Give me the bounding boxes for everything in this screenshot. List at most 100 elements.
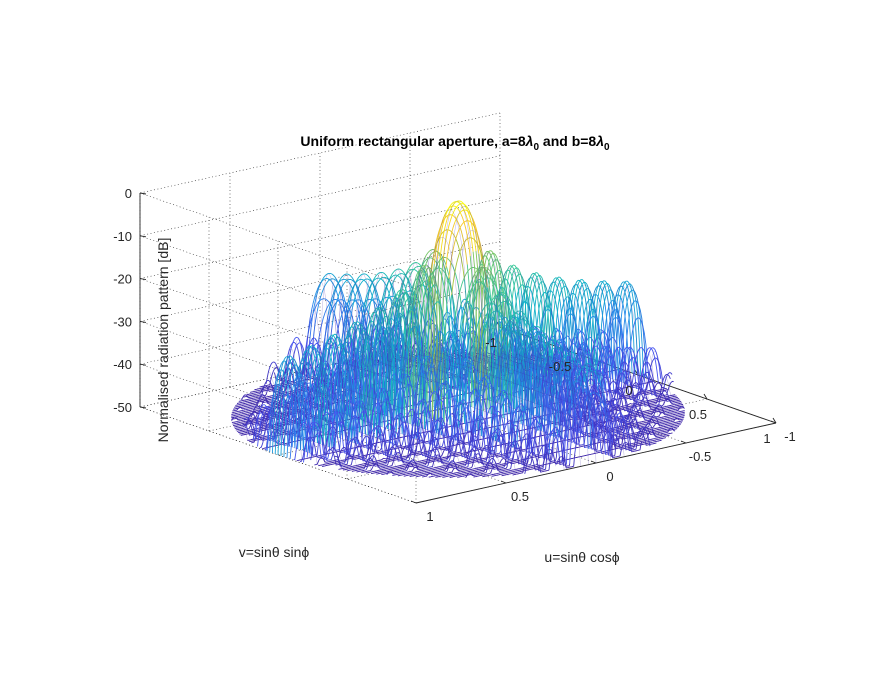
surface-mesh-line: [350, 336, 361, 433]
surface-mesh-line: [326, 299, 329, 302]
surface-mesh-line: [245, 406, 253, 409]
surface-mesh-line: [267, 389, 274, 392]
surface-mesh-line: [523, 301, 533, 323]
surface-mesh-line: [625, 289, 635, 311]
surface-mesh-line: [245, 411, 253, 414]
surface-mesh-line: [331, 333, 342, 351]
surface-mesh-line: [583, 454, 588, 457]
surface-mesh-line: [601, 280, 612, 301]
surface-mesh-line: [391, 289, 402, 317]
surface-mesh-line: [652, 442, 657, 445]
surface-mesh-line: [233, 424, 242, 428]
surface-mesh-line: [240, 394, 247, 400]
surface-mesh-line: [343, 348, 354, 442]
surface-mesh-line: [292, 368, 303, 450]
surface-mesh-line: [376, 306, 387, 323]
surface-mesh-line: [253, 393, 259, 396]
surface-mesh-line: [340, 291, 345, 307]
surface-mesh-line: [258, 394, 266, 402]
surface-mesh-line: [478, 245, 488, 288]
surface-mesh-line: [261, 380, 268, 395]
z-tick-mark: [139, 192, 147, 195]
surface-mesh-line: [355, 286, 363, 308]
surface-mesh-line: [324, 298, 327, 301]
surface-mesh-line: [340, 304, 348, 349]
surface-mesh-line: [257, 419, 266, 423]
surface-mesh-line: [258, 387, 263, 390]
surface-mesh-line: [514, 323, 525, 388]
surface-mesh-line: [254, 389, 259, 392]
surface-mesh-line: [235, 403, 242, 406]
surface-mesh-line: [358, 340, 369, 364]
surface-mesh-line: [258, 399, 266, 408]
surface-mesh-line: [389, 268, 398, 280]
surface-mesh-line: [677, 416, 685, 420]
surface-mesh-line: [588, 345, 598, 371]
surface-mesh-line: [400, 273, 410, 281]
surface-mesh-line: [325, 273, 329, 276]
surface-mesh-line: [322, 275, 326, 280]
surface-mesh-line: [253, 405, 262, 413]
surface-mesh-line: [569, 457, 575, 460]
surface-mesh-line: [259, 423, 270, 449]
y-tick-label: 1: [426, 509, 433, 524]
surface-mesh-line: [604, 283, 615, 304]
surface-mesh-line: [572, 453, 576, 467]
surface-mesh-line: [322, 366, 333, 448]
surface-mesh-line: [348, 278, 355, 283]
surface-mesh-line: [415, 269, 426, 282]
surface-mesh-line: [331, 356, 342, 448]
z-tick-mark: [139, 406, 147, 409]
surface-mesh-line: [343, 370, 354, 391]
surface-mesh-line: [254, 404, 265, 440]
surface-mesh-line: [334, 298, 339, 301]
surface-mesh-line: [281, 430, 291, 434]
surface-mesh-line: [327, 278, 332, 282]
surface-mesh-line: [634, 291, 645, 378]
surface-mesh-line: [540, 309, 551, 330]
surface-mesh-line: [445, 201, 456, 215]
surface-mesh-line: [340, 310, 345, 329]
surface-mesh-line: [424, 307, 435, 430]
surface-mesh-line: [307, 347, 318, 372]
surface-mesh-line: [447, 472, 454, 476]
surface-mesh-line: [520, 284, 530, 307]
surface-mesh-line: [335, 318, 338, 327]
surface-mesh-line: [397, 291, 407, 319]
surface-mesh-line: [484, 250, 495, 265]
surface-mesh-line: [314, 337, 321, 355]
surface-mesh-line: [233, 423, 242, 427]
surface-mesh-line: [338, 283, 343, 293]
surface-mesh-line: [301, 376, 312, 453]
surface-mesh-line: [437, 229, 447, 243]
surface-mesh-line: [383, 276, 392, 284]
surface-mesh-line: [484, 416, 494, 420]
surface-mesh-line: [382, 316, 393, 430]
surface-mesh-line: [543, 338, 554, 361]
surface-mesh-line: [589, 290, 600, 388]
surface-mesh-line: [298, 370, 309, 452]
surface-mesh-line: [320, 298, 324, 301]
surface-mesh-line: [472, 469, 479, 472]
surface-mesh-line: [535, 281, 546, 301]
surface-mesh-line: [345, 273, 352, 277]
surface-mesh-line: [236, 429, 246, 432]
surface-mesh-line: [319, 355, 330, 448]
surface-mesh-line: [380, 271, 389, 279]
surface-mesh-line: [329, 290, 336, 315]
surface-mesh-line: [340, 273, 347, 279]
surface-mesh-line: [271, 363, 282, 454]
surface-mesh-line: [513, 470, 518, 472]
surface-mesh-line: [304, 344, 315, 369]
y-tick-mark: [590, 460, 597, 464]
surface-mesh-line: [451, 203, 462, 217]
surface-mesh-line: [405, 262, 416, 274]
surface-mesh-line: [251, 413, 261, 426]
surface-mesh-line: [299, 342, 304, 348]
surface-mesh-line: [338, 300, 343, 307]
z-axis-label: Normalised radiation pattern [dB]: [155, 238, 171, 443]
surface-mesh-line: [417, 265, 427, 275]
surface-mesh-line: [365, 280, 374, 309]
surface-mesh-line: [362, 286, 371, 313]
surface-mesh-line: [448, 200, 459, 214]
